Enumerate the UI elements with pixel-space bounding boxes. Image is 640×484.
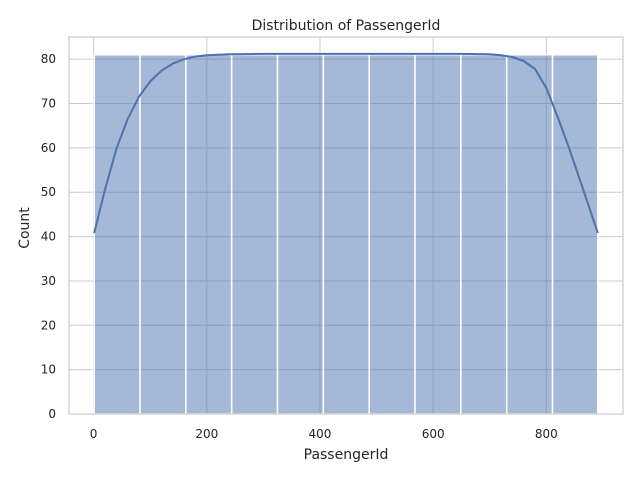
x-tick-labels: 0 200 400 600 800 (90, 427, 558, 441)
y-tick-label: 80 (41, 52, 56, 66)
x-tick-label: 600 (422, 427, 445, 441)
histogram-bars (93, 53, 599, 415)
axes-frame (68, 36, 624, 415)
chart-title: Distribution of PassengerId (252, 18, 441, 34)
y-tick-labels: 0 10 20 30 40 50 60 70 80 (41, 52, 56, 421)
histogram-bar (185, 53, 233, 415)
histogram-bar (93, 53, 141, 415)
histogram-bar (276, 53, 325, 415)
y-tick-label: 40 (41, 230, 56, 244)
histogram-bar (414, 53, 462, 415)
histogram-bar (460, 53, 508, 415)
y-tick-label: 20 (41, 318, 56, 332)
y-tick-label: 10 (41, 363, 56, 377)
x-axis-label: PassengerId (304, 447, 389, 463)
y-tick-label: 70 (41, 97, 56, 111)
y-tick-label: 0 (48, 407, 56, 421)
histogram-bar (139, 53, 187, 415)
histogram-bar (551, 53, 599, 415)
x-tick-label: 0 (90, 427, 98, 441)
kde-curve (93, 52, 599, 234)
y-tick-label: 30 (41, 274, 56, 288)
axes-border (68, 36, 624, 415)
histogram-bar (368, 53, 416, 415)
kde-curve-group (93, 52, 599, 234)
histogram-bar (322, 53, 370, 415)
x-tick-label: 200 (195, 427, 218, 441)
x-tick-label: 800 (535, 427, 558, 441)
y-tick-label: 50 (41, 185, 56, 199)
y-axis-label: Count (17, 207, 33, 249)
y-tick-label: 60 (41, 141, 56, 155)
histogram-bar (230, 53, 279, 415)
x-tick-label: 400 (309, 427, 332, 441)
histogram-bar (505, 53, 554, 415)
